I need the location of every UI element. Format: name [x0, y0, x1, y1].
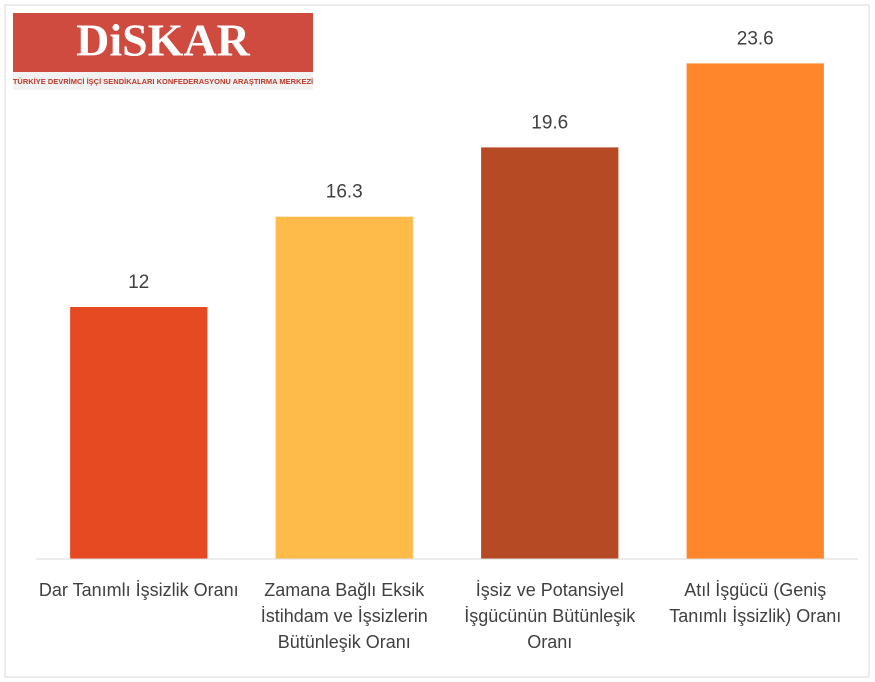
bar: [481, 147, 619, 559]
x-tick-label: Atıl İşgücü (Geniş Tanımlı İşsizlik) Ora…: [669, 580, 842, 626]
data-label: 23.6: [737, 28, 774, 49]
x-tick-label: Dar Tanımlı İşsizlik Oranı: [38, 580, 239, 600]
x-tick-label: Zamana Bağlı Eksik İstihdam ve İşsizleri…: [260, 580, 428, 652]
data-label: 12: [128, 272, 149, 293]
data-label: 19.6: [531, 112, 568, 133]
logo-name: DiSKAR: [76, 15, 251, 66]
logo-band: [13, 72, 313, 90]
bar: [275, 216, 413, 559]
x-tick-label: İşsiz ve Potansiyel İşgücünün Bütünleşik…: [464, 580, 636, 652]
logo-subtitle: TÜRKİYE DEVRİMCİ İŞÇİ SENDİKALARI KONFED…: [13, 77, 313, 86]
bar: [686, 63, 824, 560]
data-label: 16.3: [326, 182, 363, 203]
bar: [70, 307, 208, 559]
